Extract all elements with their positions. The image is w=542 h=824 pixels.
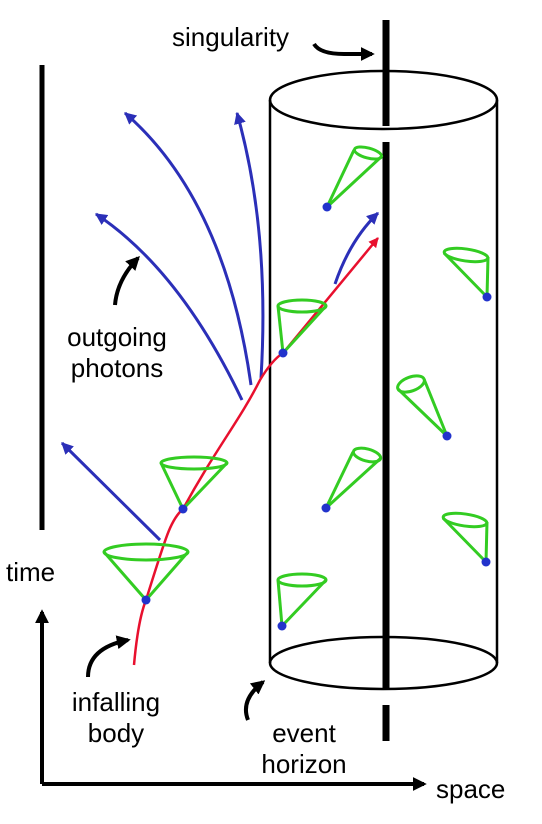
event-horizon-pointer-arrow	[243, 680, 266, 721]
outgoing-photons	[60, 111, 380, 542]
event-horizon-label: event horizon	[244, 718, 364, 780]
photon-path-3	[124, 111, 253, 386]
event-point	[321, 503, 331, 513]
singularity-pointer-arrow	[312, 42, 375, 61]
time-axis-label: time	[6, 557, 56, 587]
infalling-body-label: infalling body	[56, 687, 176, 749]
event-point	[278, 348, 288, 358]
event-point	[442, 431, 452, 441]
worldline-light-cones	[102, 298, 328, 601]
event-points	[141, 202, 492, 631]
infalling-body-pointer-arrow	[86, 635, 131, 678]
event-point	[141, 595, 151, 605]
event-point	[277, 621, 287, 631]
outgoing-photons-pointer-arrow	[113, 255, 140, 306]
light-cone-1	[102, 542, 190, 601]
event-horizon-label-line-2: horizon	[261, 749, 347, 779]
event-point	[178, 504, 188, 514]
label-pointers	[86, 42, 375, 721]
event-point	[481, 557, 491, 567]
photon-path-5	[333, 211, 380, 285]
space-axis-label: space	[436, 774, 506, 804]
infalling-body-label-line-2: body	[87, 718, 145, 748]
outgoing-photons-label-line-1: outgoing	[67, 322, 167, 352]
light-cone-5	[442, 246, 490, 299]
event-horizon-label-line-1: event	[272, 718, 336, 748]
photon-path-4	[234, 111, 265, 379]
interior-light-cones	[276, 145, 490, 628]
light-cone-4	[325, 145, 384, 209]
light-cone-2	[159, 455, 229, 511]
singularity-label: singularity	[172, 22, 290, 52]
event-horizon-cylinder	[268, 69, 499, 691]
light-cone-8	[441, 511, 489, 564]
outgoing-photons-label-line-2: photons	[70, 353, 164, 383]
axes	[35, 609, 427, 791]
light-cone-3	[276, 298, 328, 355]
light-cone-7	[324, 446, 383, 510]
photon-path-1	[60, 441, 162, 542]
infalling-worldline	[132, 237, 379, 666]
photon-path-2	[95, 212, 244, 401]
light-cone-6	[396, 374, 449, 438]
event-point	[322, 202, 332, 212]
event-point	[482, 292, 492, 302]
infalling-body-label-line-1: infalling	[71, 687, 161, 717]
outgoing-photons-label: outgoing photons	[52, 322, 182, 384]
light-cone-9	[276, 572, 328, 628]
